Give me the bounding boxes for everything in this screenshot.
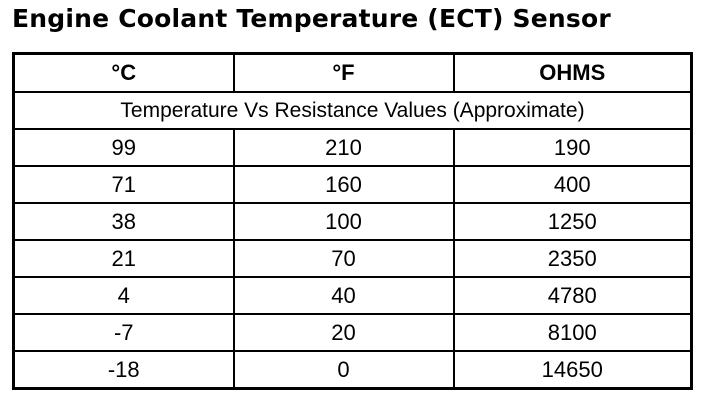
table-cell: 190 [452,128,693,167]
table-cell: 70 [232,239,455,278]
table-cell: 160 [232,165,455,204]
table-cell: 0 [232,350,455,390]
table-cell: 1250 [452,202,693,241]
table-row: 21 70 2350 [12,239,693,278]
table-cell: -7 [12,313,235,352]
table: °C °F OHMS Temperature Vs Resistance Value… [12,52,693,390]
table-row: 38 100 1250 [12,202,693,241]
table-cell: 21 [12,239,235,278]
header-row: °C °F OHMS [12,52,693,93]
subtitle-row: Temperature Vs Resistance Values (Approx… [12,91,693,130]
table-cell: 400 [452,165,693,204]
table-cell: 2350 [452,239,693,278]
table-cell: 4 [12,276,235,315]
table-subtitle: Temperature Vs Resistance Values (Approx… [12,91,693,130]
table-cell: 40 [232,276,455,315]
table-row: 99 210 190 [12,128,693,167]
table-head: °C °F OHMS [12,52,693,93]
column-header: °F [232,52,455,93]
table-row: 4 40 4780 [12,276,693,315]
table-cell: 100 [232,202,455,241]
table-row: -7 20 8100 [12,313,693,352]
table-row: 71 160 400 [12,165,693,204]
table-row: -18 0 14650 [12,350,693,390]
table-cell: 4780 [452,276,693,315]
column-header: °C [12,52,235,93]
table-cell: -18 [12,350,235,390]
table-cell: 8100 [452,313,693,352]
table-cell: 38 [12,202,235,241]
table-cell: 210 [232,128,455,167]
table-cell: 71 [12,165,235,204]
table-cell: 20 [232,313,455,352]
table-cell: 99 [12,128,235,167]
column-header: OHMS [452,52,693,93]
table-body: Temperature Vs Resistance Values (Approx… [12,91,693,390]
table-cell: 14650 [452,350,693,390]
title: Engine Coolant Temperature (ECT) Sensor [12,4,611,33]
